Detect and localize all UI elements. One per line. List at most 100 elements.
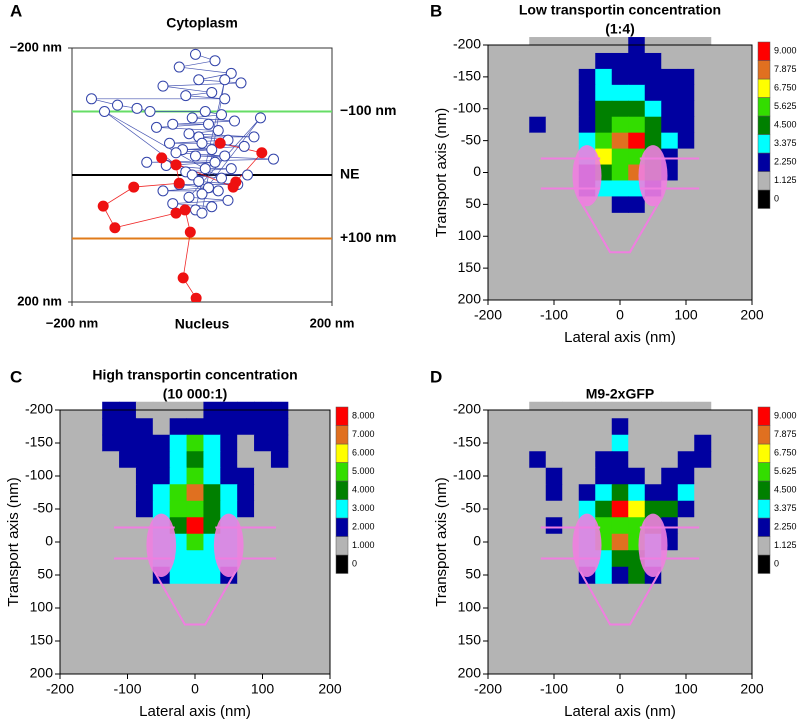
density-cell xyxy=(203,451,221,469)
open-point xyxy=(157,80,169,92)
density-cell xyxy=(644,132,662,150)
pore-wall xyxy=(572,513,602,577)
density-cell xyxy=(628,566,646,584)
filled-point xyxy=(190,292,202,302)
colorbar-box xyxy=(335,536,349,556)
density-cell xyxy=(694,566,712,584)
density-cell xyxy=(611,517,629,535)
open-point xyxy=(196,207,208,219)
pore-wall xyxy=(638,513,668,577)
x-axis-label: Lateral axis (nm) xyxy=(564,329,676,346)
density-cell xyxy=(611,196,629,213)
open-point xyxy=(216,172,227,184)
chart-title: High transportin concentration xyxy=(92,367,297,383)
chart-title: M9-2xGFP xyxy=(586,386,654,402)
density-cell xyxy=(644,84,662,102)
density-cell xyxy=(545,566,563,584)
chart-title: Low transportin concentration xyxy=(519,2,721,18)
x-tick-label: 0 xyxy=(616,307,624,323)
density-cell xyxy=(220,451,238,469)
y-tick-label: 0 xyxy=(473,163,481,179)
density-cell xyxy=(186,517,204,535)
density-cell xyxy=(545,52,563,70)
density-cell xyxy=(644,100,662,118)
colorbar-box xyxy=(757,152,771,172)
y-tick-label: 50 xyxy=(465,195,481,211)
density-cell xyxy=(169,451,188,469)
y-tick-label: 100 xyxy=(458,599,482,615)
y-tick-label: -200 xyxy=(453,401,481,417)
x-tick-label: -200 xyxy=(474,681,502,697)
density-cell xyxy=(578,132,596,150)
density-cell xyxy=(677,500,695,518)
colorbar-box xyxy=(335,443,349,463)
density-cell xyxy=(119,533,137,551)
x-tick-label: 200 xyxy=(318,681,342,697)
density-cell xyxy=(254,418,272,436)
density-cell xyxy=(611,52,629,70)
density-cell xyxy=(529,68,547,86)
colorbar-box xyxy=(757,406,771,426)
density-cell xyxy=(220,418,238,436)
colorbar-label: 3.375 xyxy=(774,138,797,148)
colorbar-label: 6.000 xyxy=(352,448,375,458)
density-cell xyxy=(661,434,679,452)
y-tick-label: 150 xyxy=(458,259,482,275)
colorbar-label: 6.750 xyxy=(774,83,797,93)
y-tick-label: -50 xyxy=(461,500,481,516)
density-cell xyxy=(595,116,613,134)
density-cell xyxy=(203,467,221,485)
y-tick-label: -200 xyxy=(453,36,481,52)
density-cell xyxy=(169,467,188,485)
density-cell xyxy=(694,116,712,134)
density-cell xyxy=(270,566,289,584)
filled-point xyxy=(170,159,182,171)
pore-basket xyxy=(153,571,237,626)
density-cell xyxy=(529,484,547,502)
density-cell xyxy=(102,566,120,584)
colorbar-label: 0 xyxy=(774,194,779,204)
density-cell xyxy=(595,132,613,150)
density-cell xyxy=(562,434,580,452)
open-point xyxy=(268,153,279,165)
colorbar-box xyxy=(757,425,771,445)
colorbar-label: 5.625 xyxy=(774,466,797,476)
x-tick-label: -100 xyxy=(540,681,568,697)
density-cell xyxy=(611,434,629,452)
density-cell xyxy=(562,451,580,469)
density-cell xyxy=(677,148,695,166)
open-point xyxy=(186,112,198,124)
density-cell xyxy=(254,484,272,502)
open-point xyxy=(242,169,253,181)
density-cell xyxy=(119,566,137,584)
density-cell xyxy=(186,434,204,452)
x-axis-label: Lateral axis (nm) xyxy=(139,703,251,720)
density-cell xyxy=(661,100,679,118)
filled-point xyxy=(214,137,226,149)
density-cell xyxy=(628,484,646,502)
density-cell xyxy=(529,550,547,568)
density-cell xyxy=(595,434,613,452)
open-point xyxy=(206,86,218,98)
open-point xyxy=(203,182,214,194)
open-point xyxy=(199,106,211,117)
density-cell xyxy=(595,100,613,118)
density-cell xyxy=(203,484,221,502)
density-cell xyxy=(562,484,580,502)
open-point xyxy=(112,99,123,111)
open-point xyxy=(190,150,201,162)
filled-point xyxy=(184,226,196,238)
density-cell xyxy=(254,517,272,535)
density-cell xyxy=(529,517,547,535)
colorbar-box xyxy=(757,517,771,537)
density-cell xyxy=(135,467,154,485)
x-tick-label: 200 xyxy=(740,681,764,697)
open-point xyxy=(167,118,179,130)
density-cell xyxy=(595,52,613,70)
colorbar-box xyxy=(757,189,771,209)
x-tick-label: 200 xyxy=(740,307,764,323)
density-cell xyxy=(611,100,629,118)
x-tick-label: 100 xyxy=(674,681,698,697)
density-cell xyxy=(628,500,646,518)
colorbar-box xyxy=(757,78,771,98)
